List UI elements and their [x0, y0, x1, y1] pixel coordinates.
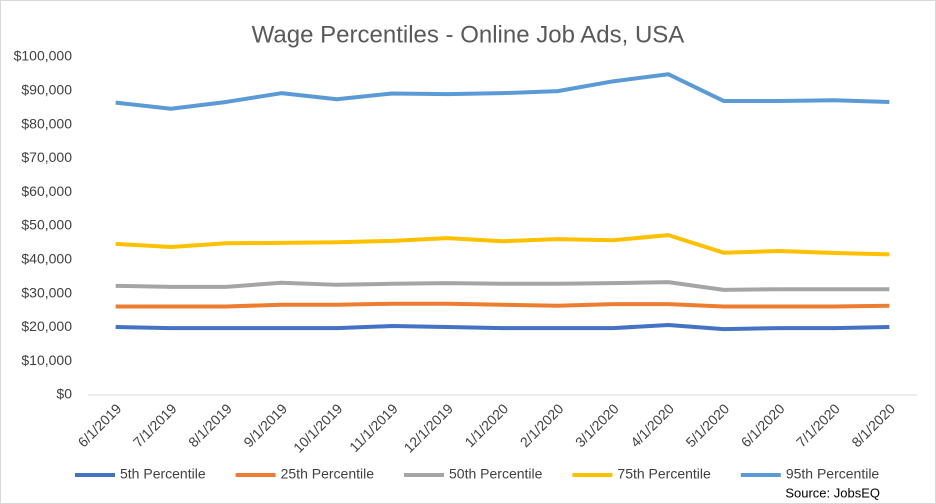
y-tick-label: $30,000 [21, 284, 72, 300]
y-tick-label: $0 [56, 386, 72, 402]
legend-label: 25th Percentile [281, 466, 375, 482]
y-tick-label: $60,000 [21, 183, 72, 199]
y-tick-label: $20,000 [21, 318, 72, 334]
line-series [115, 233, 890, 257]
chart-title: Wage Percentiles - Online Job Ads, USA [252, 21, 685, 48]
line-series [115, 323, 890, 332]
y-tick-label: $90,000 [21, 82, 72, 98]
y-tick-label: $70,000 [21, 149, 72, 165]
legend-label: 5th Percentile [120, 466, 206, 482]
legend-label: 75th Percentile [617, 466, 711, 482]
y-tick-label: $10,000 [21, 352, 72, 368]
y-tick-label: $50,000 [21, 217, 72, 233]
line-series [115, 280, 890, 292]
legend-label: 50th Percentile [449, 466, 543, 482]
source-note: Source: JobsEQ [785, 485, 880, 500]
line-series [115, 72, 890, 111]
line-series [115, 301, 890, 309]
legend-label: 95th Percentile [786, 466, 880, 482]
y-tick-label: $80,000 [21, 115, 72, 131]
y-tick-label: $40,000 [21, 251, 72, 267]
y-tick-label: $100,000 [14, 48, 73, 64]
